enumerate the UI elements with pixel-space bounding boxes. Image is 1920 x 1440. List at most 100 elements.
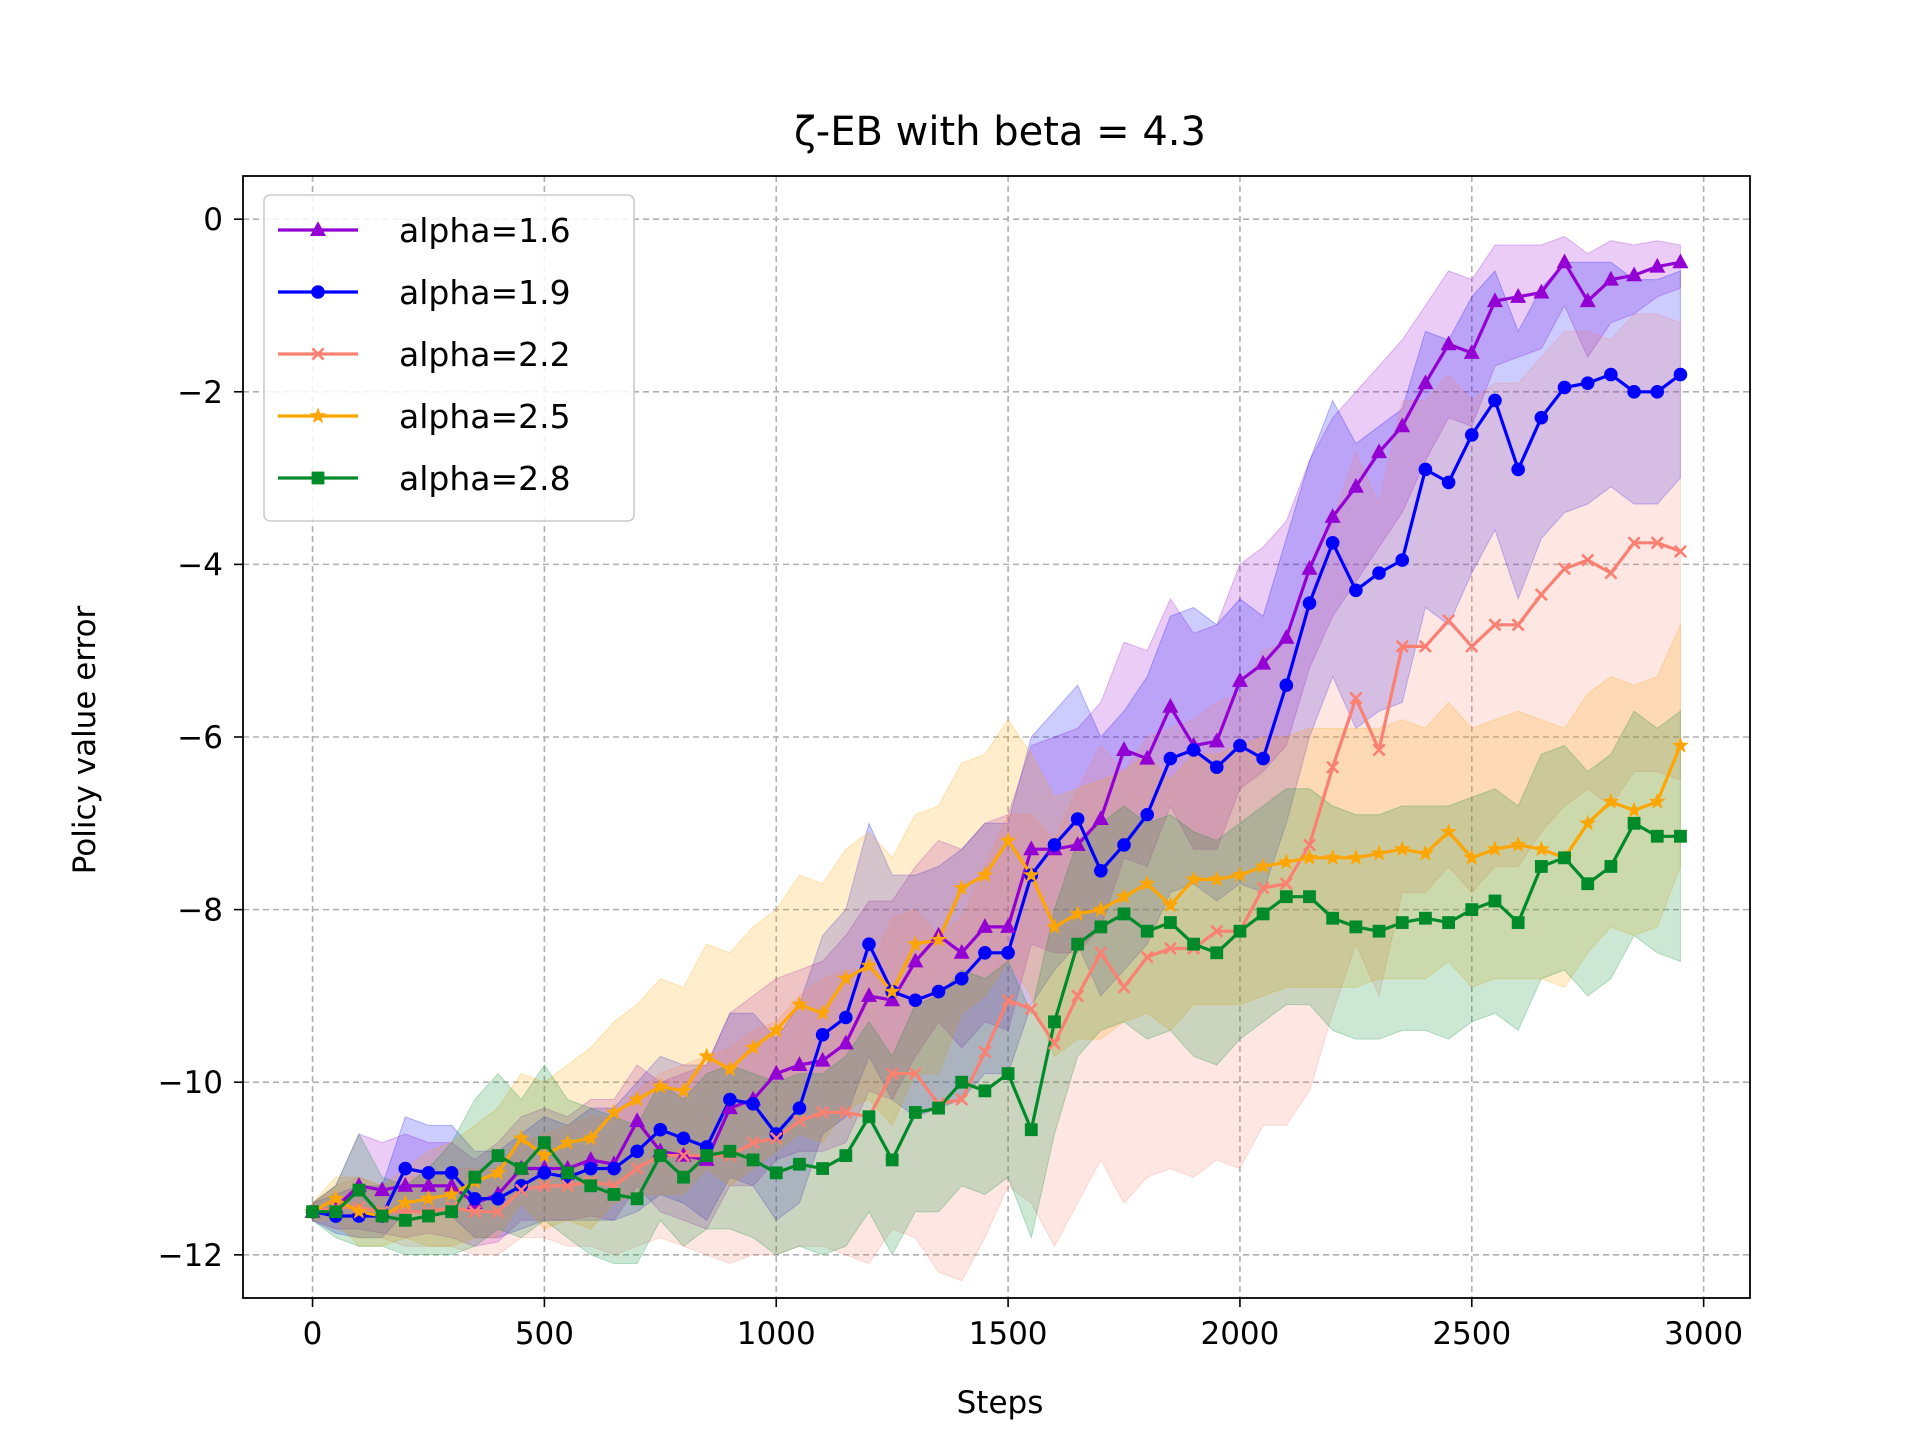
data-point [955,1075,969,1089]
legend-label: alpha=2.8 [399,459,571,498]
data-point [583,1161,598,1176]
data-point [793,1157,806,1171]
data-point [791,995,808,1012]
data-point [1302,596,1317,611]
data-point [1279,877,1293,891]
data-point [1115,887,1133,904]
data-point [559,1133,576,1150]
data-point [1650,384,1665,399]
data-point [1187,937,1200,951]
data-point [1210,924,1224,938]
data-point [1511,916,1525,929]
data-point [1163,916,1177,929]
data-point [1673,367,1688,382]
data-point [1347,849,1365,865]
data-point [907,935,924,952]
data-point [537,1179,551,1193]
axis-ticks: 0 500 1000 1500 2000 2500 3000 0 −2 −4 −6 −8 −10 −12 [158,202,1744,1352]
legend-marker [309,407,327,424]
data-point [491,1205,505,1219]
x-tick-label: 2000 [1200,1316,1279,1352]
data-point [1163,751,1178,766]
chart-title: ζ-EB with beta = 4.3 [794,109,1206,155]
data-point [1511,618,1525,632]
data-point [1069,836,1086,851]
data-point [767,1021,785,1038]
data-point [1209,760,1224,775]
data-point [514,1183,528,1197]
data-point [512,1129,530,1146]
data-point [1627,536,1641,550]
data-point [815,1027,830,1042]
x-tick-label: 2500 [1432,1316,1511,1352]
data-point [746,1153,760,1167]
data-point [908,1067,922,1081]
data-point [721,1099,738,1115]
data-point [1393,840,1411,857]
data-point [396,1194,414,1211]
data-point [1510,288,1527,303]
data-point [1069,905,1086,922]
data-point [816,1105,830,1119]
data-point [1394,417,1411,433]
data-point [421,1166,436,1180]
data-point [398,1213,412,1227]
data-point [768,1064,785,1080]
data-point [675,1082,692,1098]
y-axis-label: Policy value error [67,605,103,874]
data-point [1303,890,1316,904]
data-point [1417,844,1434,861]
data-point [839,1105,853,1119]
data-point [721,1060,739,1077]
data-point [999,831,1017,848]
data-point [1023,840,1040,856]
data-point [1278,628,1295,644]
data-point [931,984,946,999]
legend-label: alpha=2.2 [399,335,571,374]
data-point [468,1205,482,1219]
data-point [744,1038,762,1055]
y-tick-label: 0 [203,202,223,238]
data-point [444,1166,459,1180]
data-point [1581,877,1595,891]
data-point [1579,292,1596,308]
data-point [1465,903,1479,917]
data-point [327,1189,345,1206]
data-point [1094,920,1108,934]
data-point [1047,838,1062,852]
data-point [1673,544,1687,558]
data-point [907,952,924,968]
data-point [1372,566,1386,580]
data-point [1256,881,1270,895]
y-tick-label: −12 [158,1238,223,1274]
data-point [677,1170,690,1184]
data-point [1210,946,1224,960]
data-point [468,1191,482,1206]
data-point [1231,866,1249,883]
data-point [468,1170,482,1184]
data-point [443,1185,460,1202]
data-point [397,1177,414,1192]
data-point [978,1084,992,1098]
data-point [1117,980,1131,994]
data-point [1419,911,1432,925]
data-point [1372,743,1386,757]
data-point [1140,807,1154,822]
data-point [791,1056,808,1071]
data-point [1163,941,1177,955]
data-point [1117,907,1131,921]
data-point [700,1149,714,1162]
legend-marker [311,347,325,361]
data-point [1533,283,1550,299]
data-point [978,1045,992,1059]
data-point [630,1192,644,1206]
data-point [1140,924,1154,938]
data-point [1324,508,1341,523]
data-point [537,1166,552,1180]
data-point [860,956,878,973]
legend-marker [311,471,325,485]
data-point [1162,896,1179,913]
data-point [1602,270,1619,286]
data-point [1648,792,1666,809]
